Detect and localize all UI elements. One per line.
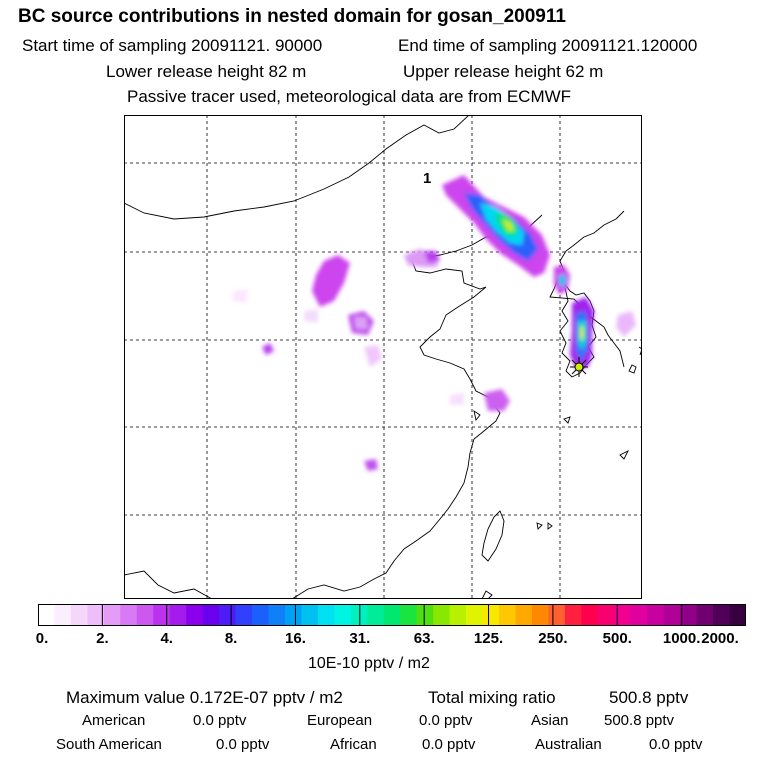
colorbar-swatch xyxy=(400,604,418,626)
colorbar-swatch xyxy=(531,604,550,626)
colorbar-tick-label: 0. xyxy=(35,630,49,647)
colorbar-swatch xyxy=(120,604,138,626)
region-south-american-name: South American xyxy=(56,736,162,753)
colorbar-frame xyxy=(38,604,746,626)
colorbar-swatch xyxy=(87,604,105,626)
colorbar-tick-label: 4. xyxy=(160,630,173,647)
region-asian-value: 500.8 pptv xyxy=(604,712,675,729)
colorbar-tick-label: 8. xyxy=(224,630,238,647)
end-time-text: End time of sampling 20091121.120000 xyxy=(398,36,698,55)
total-mixing-value: 500.8 pptv xyxy=(609,688,689,707)
region-american-name: American xyxy=(82,712,146,729)
colorbar-swatch xyxy=(696,604,714,626)
colorbar-swatch xyxy=(499,604,517,626)
colorbar-swatch xyxy=(729,604,746,626)
lower-release-text: Lower release height 82 m xyxy=(106,62,307,81)
colorbar-swatch xyxy=(301,604,319,626)
source-contribution-map: 1 xyxy=(124,115,642,599)
plot-title: BC source contributions in nested domain… xyxy=(18,6,566,27)
colorbar-tick-label: 1000. xyxy=(662,630,701,647)
region-american-value: 0.0 pptv xyxy=(193,712,247,729)
region-european-value: 0.0 pptv xyxy=(419,712,473,729)
colorbar-swatch xyxy=(186,604,204,626)
units-label: 10E-10 pptv / m2 xyxy=(308,655,430,672)
colorbar-tick-label: 31. xyxy=(349,630,371,647)
region-african-name: African xyxy=(330,736,377,753)
colorbar-swatch xyxy=(153,604,171,626)
colorbar-swatch xyxy=(219,604,237,626)
receptor-star-marker xyxy=(570,357,588,377)
colorbar-swatch xyxy=(597,604,615,626)
map-frame xyxy=(124,115,642,599)
colorbar-swatch xyxy=(268,604,286,626)
colorbar-swatch xyxy=(466,604,484,626)
colorbar-swatch xyxy=(581,604,599,626)
start-time-text: Start time of sampling 20091121. 90000 xyxy=(22,36,323,55)
colorbar-swatch xyxy=(564,604,582,626)
colorbar-swatch xyxy=(38,604,56,626)
colorbar-tick-label: 16. xyxy=(285,630,306,647)
cluster-label: 1 xyxy=(423,170,431,187)
tracer-note-text: Passive tracer used, meteorological data… xyxy=(127,87,572,106)
colorbar-swatch xyxy=(647,604,665,626)
region-south-american-value: 0.0 pptv xyxy=(216,736,270,753)
colorbar-swatch xyxy=(614,604,632,626)
concentration-field xyxy=(232,175,636,471)
colorbar-swatch xyxy=(713,604,731,626)
colorbar-tick-label: 500. xyxy=(602,630,632,647)
colorbar-tick-label: 2. xyxy=(96,630,109,647)
colorbar-swatch xyxy=(202,604,220,626)
region-australian-value: 0.0 pptv xyxy=(649,736,703,753)
region-african-value: 0.0 pptv xyxy=(422,736,476,753)
colorbar-swatch xyxy=(136,604,154,626)
region-asian-name: Asian xyxy=(531,712,569,729)
colorbar-swatch xyxy=(54,604,72,626)
maximum-value-text: Maximum value 0.172E-07 pptv / m2 xyxy=(66,688,343,707)
region-european-name: European xyxy=(307,712,373,729)
colorbar-swatch xyxy=(252,604,270,626)
colorbar-tick-label: 250. xyxy=(538,630,568,647)
colorbar-swatch xyxy=(317,604,335,626)
colorbar-tick-label: 125. xyxy=(473,630,504,647)
total-mixing-label: Total mixing ratio xyxy=(428,688,556,707)
region-australian-name: Australian xyxy=(535,736,602,753)
colorbar-swatch xyxy=(663,604,681,626)
colorbar-swatch xyxy=(235,604,253,626)
colorbar-swatch xyxy=(334,604,352,626)
colorbar-swatch xyxy=(548,604,566,626)
colorbar-tick-label: 63. xyxy=(413,630,435,647)
upper-release-text: Upper release height 62 m xyxy=(403,62,604,81)
colorbar-swatch xyxy=(515,604,533,626)
colorbar-tick-label: 2000. xyxy=(701,630,739,647)
colorbar-swatch xyxy=(70,604,88,626)
colorbar-swatch xyxy=(449,604,467,626)
colorbar-swatch xyxy=(433,604,451,626)
colorbar-swatch xyxy=(630,604,648,626)
colorbar-swatch xyxy=(103,604,121,626)
colorbar-swatch xyxy=(367,604,385,626)
colorbar-swatch xyxy=(383,604,401,626)
colorbar-swatch xyxy=(284,604,303,626)
colorbar xyxy=(38,604,746,626)
colorbar-swatch xyxy=(416,604,434,626)
colorbar-swatch xyxy=(680,604,698,626)
colorbar-swatch xyxy=(169,604,187,626)
colorbar-swatch xyxy=(482,604,500,626)
